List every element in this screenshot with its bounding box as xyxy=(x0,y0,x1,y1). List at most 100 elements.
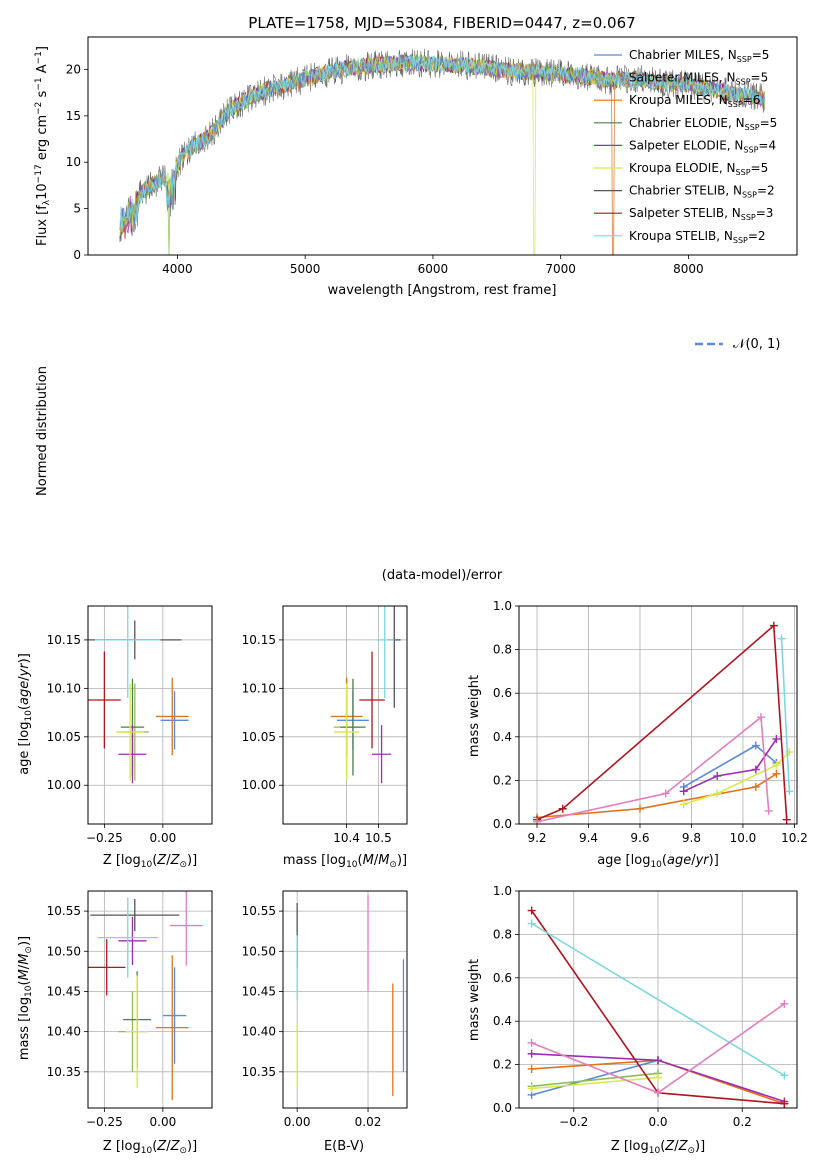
agew-marker-5 xyxy=(772,761,781,770)
spectrum-xtick-label: 8000 xyxy=(673,262,704,276)
agew-marker-2 xyxy=(772,769,781,778)
ebv-xtick-label: 0.02 xyxy=(355,1115,382,1129)
hist-xtick-label: 1 xyxy=(0,0,4,3)
agew-ytick-label: 0.8 xyxy=(493,643,512,657)
zw-series-0 xyxy=(531,1059,659,1096)
spectrum-xlabel: wavelength [Angstrom, rest frame] xyxy=(328,283,557,298)
agew-marker-5 xyxy=(713,789,722,798)
agew-marker-4 xyxy=(772,734,781,743)
agew-marker-8 xyxy=(785,787,794,796)
massage-frame xyxy=(282,605,408,825)
zw-marker-5 xyxy=(527,1084,536,1093)
zw-marker-7 xyxy=(527,906,536,915)
zw-marker-8 xyxy=(527,919,536,928)
zmass-ytick-label: 10.55 xyxy=(47,904,81,918)
spectrum-legend: Chabrier MILES, NSSP=5 Salpeter MILES, NS… xyxy=(594,48,777,245)
agew-marker-7 xyxy=(782,815,791,824)
zw-ylabel: mass weight xyxy=(467,959,482,1041)
ebv-ytick-label: 10.55 xyxy=(242,904,276,918)
legend-label-0: Chabrier MILES, NSSP=5 xyxy=(629,48,769,64)
agew-xtick-label: 9.6 xyxy=(630,831,649,845)
spectrum-series-5 xyxy=(119,55,766,255)
spectrum-frame xyxy=(87,36,798,256)
zw-ytick-label: 0.0 xyxy=(493,1101,512,1115)
spectrum-ylabel: Flux [fλ10−17 erg cm−2 s−1 A−1] xyxy=(34,46,52,246)
agew-xtick-label: 9.4 xyxy=(579,831,598,845)
agew-marker-9 xyxy=(661,789,670,798)
legend-label-4: Salpeter ELODIE, NSSP=4 xyxy=(629,138,776,154)
zw-marker-8 xyxy=(780,1071,789,1080)
agew-ytick-label: 0.6 xyxy=(493,686,512,700)
ebv-ytick-label: 10.45 xyxy=(242,984,276,998)
hist-xtick-label: −2 xyxy=(0,0,9,3)
agew-series-7 xyxy=(536,623,788,821)
zmass-frame xyxy=(87,890,213,1109)
zw-marker-9 xyxy=(527,1038,536,1047)
agew-ytick-label: 1.0 xyxy=(493,599,512,613)
zw-xtick-label: −0.2 xyxy=(559,1115,588,1129)
hist-xtick-label: 2 xyxy=(0,0,4,3)
legend-label-5: Kroupa ELODIE, NSSP=5 xyxy=(629,161,768,177)
agew-marker-9 xyxy=(756,713,765,722)
agew-marker-2 xyxy=(635,804,644,813)
agew-marker-4 xyxy=(713,772,722,781)
zw-marker-2 xyxy=(527,1064,536,1073)
zw-marker-4 xyxy=(654,1056,662,1065)
zmass-ytick-label: 10.45 xyxy=(47,984,81,998)
massage-frame-group: 10.4 10.5 10.00 10.05 10.10 10.15 xyxy=(242,605,408,845)
spectrum-axes xyxy=(119,48,766,255)
zw-marker-4 xyxy=(527,1049,536,1058)
spectrum-ytick-label: 5 xyxy=(73,202,81,216)
agew-marker-9 xyxy=(764,806,773,815)
zw-series-1 xyxy=(531,1072,659,1088)
zw-series-5 xyxy=(531,1076,659,1090)
zw-marker-7 xyxy=(780,1099,789,1108)
agew-marker-4 xyxy=(679,787,688,796)
zw-marker-9 xyxy=(780,999,789,1008)
agew-series-9 xyxy=(536,715,770,823)
zage-ytick-label: 10.05 xyxy=(47,730,81,744)
agew-marker-7 xyxy=(769,621,778,630)
zmass-ytick-label: 10.50 xyxy=(47,944,81,958)
hist-xlabel: (data-model)/error xyxy=(382,568,503,583)
zage-plot-area xyxy=(88,606,189,784)
agew-marker-7 xyxy=(558,804,567,813)
legend-label-3: Chabrier ELODIE, NSSP=5 xyxy=(629,116,777,132)
agew-xtick-label: 9.8 xyxy=(682,831,701,845)
agew-series-4 xyxy=(683,738,778,793)
agew-marker-8 xyxy=(777,634,786,643)
zw-frame-group: −0.2 0.0 0.2 0.0 0.2 0.4 0.6 0.8 1.0 xyxy=(493,884,798,1129)
spectrum-xtick-label: 6000 xyxy=(418,262,449,276)
agew-plot-area xyxy=(533,621,794,824)
spectrum-series-0 xyxy=(119,54,766,229)
hist-xtick-label: 0 xyxy=(0,0,4,3)
zage-xtick-label: 0.00 xyxy=(150,831,177,845)
agew-marker-2 xyxy=(751,782,760,791)
agew-frame xyxy=(518,605,798,825)
ebv-xtick-label: 0.00 xyxy=(284,1115,311,1129)
zage-frame-group: −0.25 0.00 10.00 10.05 10.10 10.15 xyxy=(47,605,213,845)
zw-series-8 xyxy=(531,922,785,1077)
zage-ylabel: age [log10(age/yr)] xyxy=(17,653,34,775)
spectrum-frame-group: 4000 5000 6000 7000 8000 0 5 10 15 20 xyxy=(66,36,798,276)
agew-xtick-label: 9.2 xyxy=(527,831,546,845)
zw-ytick-label: 0.4 xyxy=(493,1014,512,1028)
spectrum-ytick-label: 15 xyxy=(66,109,81,123)
legend-label-6: Chabrier STELIB, NSSP=2 xyxy=(629,184,775,200)
hist-xtick-label: −1 xyxy=(0,0,9,3)
zw-xlabel: Z [log10(Z/Z⊙)] xyxy=(611,1139,705,1156)
ebv-xlabel: E(B-V) xyxy=(324,1139,364,1154)
zw-ytick-label: 1.0 xyxy=(493,884,512,898)
massage-ytick-label: 10.10 xyxy=(242,681,276,695)
zage-ytick-label: 10.10 xyxy=(47,681,81,695)
hist-legend-label: 𝒩(0, 1) xyxy=(733,337,780,352)
zage-xtick-label: −0.25 xyxy=(86,831,123,845)
zage-frame xyxy=(87,605,213,825)
massage-ytick-label: 10.00 xyxy=(242,778,276,792)
zage-ytick-label: 10.00 xyxy=(47,778,81,792)
zmass-axes xyxy=(88,891,212,1108)
legend-label-1: Salpeter MILES, NSSP=5 xyxy=(629,71,768,87)
zw-ytick-label: 0.8 xyxy=(493,927,512,941)
zmass-xtick-label: 0.00 xyxy=(150,1115,177,1129)
zw-plot-area xyxy=(527,906,789,1108)
